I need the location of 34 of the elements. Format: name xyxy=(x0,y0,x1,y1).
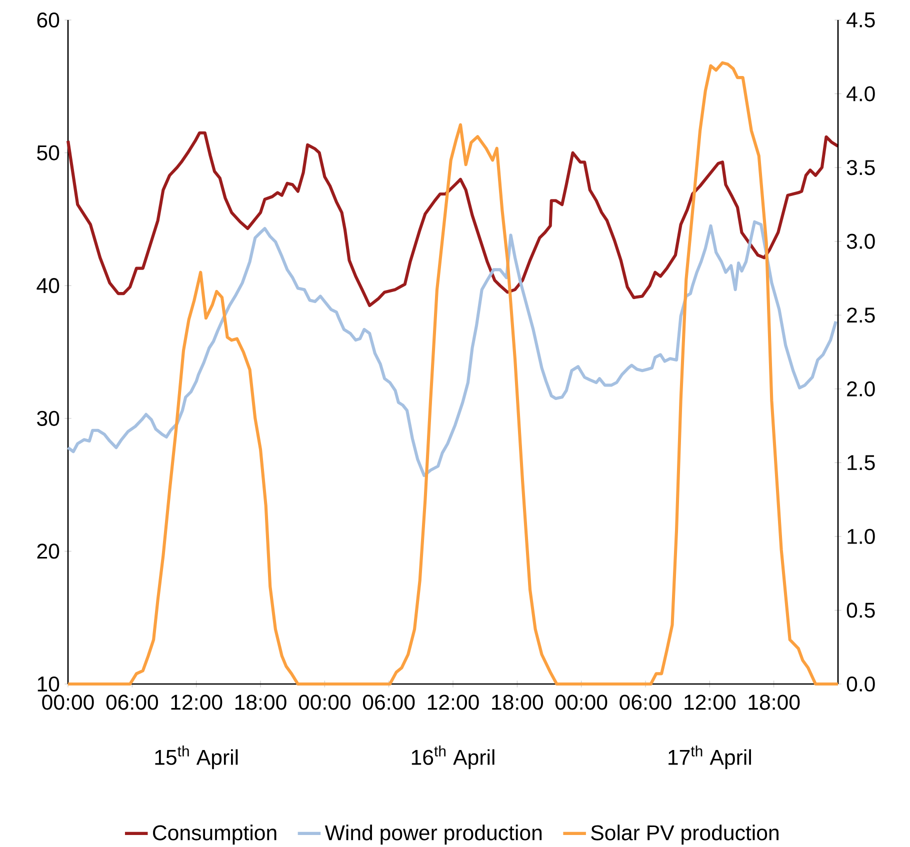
y-tick-label: 30 xyxy=(37,410,60,426)
y2-tick-label: 2.0 xyxy=(847,381,875,396)
legend-label: Consumption xyxy=(153,824,276,845)
y2-tick-label: 1.0 xyxy=(848,528,875,544)
x-tick-label: 18:00 xyxy=(235,694,286,710)
y-tick-label: 20 xyxy=(37,544,60,559)
y2-tick-label: 3.5 xyxy=(846,160,875,176)
text: 15$^{th}$ April xyxy=(155,746,238,770)
legend-label: Wind power production xyxy=(324,824,542,845)
x-tick-label: 00:00 xyxy=(42,694,94,710)
text: 16$^{th}$ April xyxy=(412,746,494,770)
x-tick-label: 18:00 xyxy=(492,694,544,710)
x-tick-label: 00:00 xyxy=(555,694,608,710)
y2-tick-label: 4.5 xyxy=(846,12,875,28)
legend-label: Solar PV production xyxy=(591,824,778,845)
y2-tick-label: 0.5 xyxy=(846,602,875,618)
x-tick-label: 18:00 xyxy=(748,694,800,710)
y-tick-label: 60 xyxy=(37,12,60,28)
y-tick-label: 50 xyxy=(37,145,60,160)
y2-tick-label: 4.0 xyxy=(846,86,875,102)
x-tick-label: 06:00 xyxy=(620,694,672,710)
y2-tick-label: 1.5 xyxy=(848,455,875,470)
x-tick-label: 12:00 xyxy=(684,694,736,710)
x-tick-label: 00:00 xyxy=(298,694,351,710)
x-tick-label: 06:00 xyxy=(106,694,158,710)
x-tick-label: 12:00 xyxy=(428,694,479,710)
y2-tick-label: 2.5 xyxy=(847,308,875,323)
y2-tick-label: 0.0 xyxy=(846,676,875,692)
x-tick-label: 06:00 xyxy=(362,694,415,710)
y2-tick-label: 3.0 xyxy=(846,234,875,249)
text: 17$^{th}$ April xyxy=(668,746,751,770)
y-tick-label: 10 xyxy=(38,676,60,692)
x-tick-label: 12:00 xyxy=(171,694,222,710)
y-tick-label: 40 xyxy=(36,278,60,294)
